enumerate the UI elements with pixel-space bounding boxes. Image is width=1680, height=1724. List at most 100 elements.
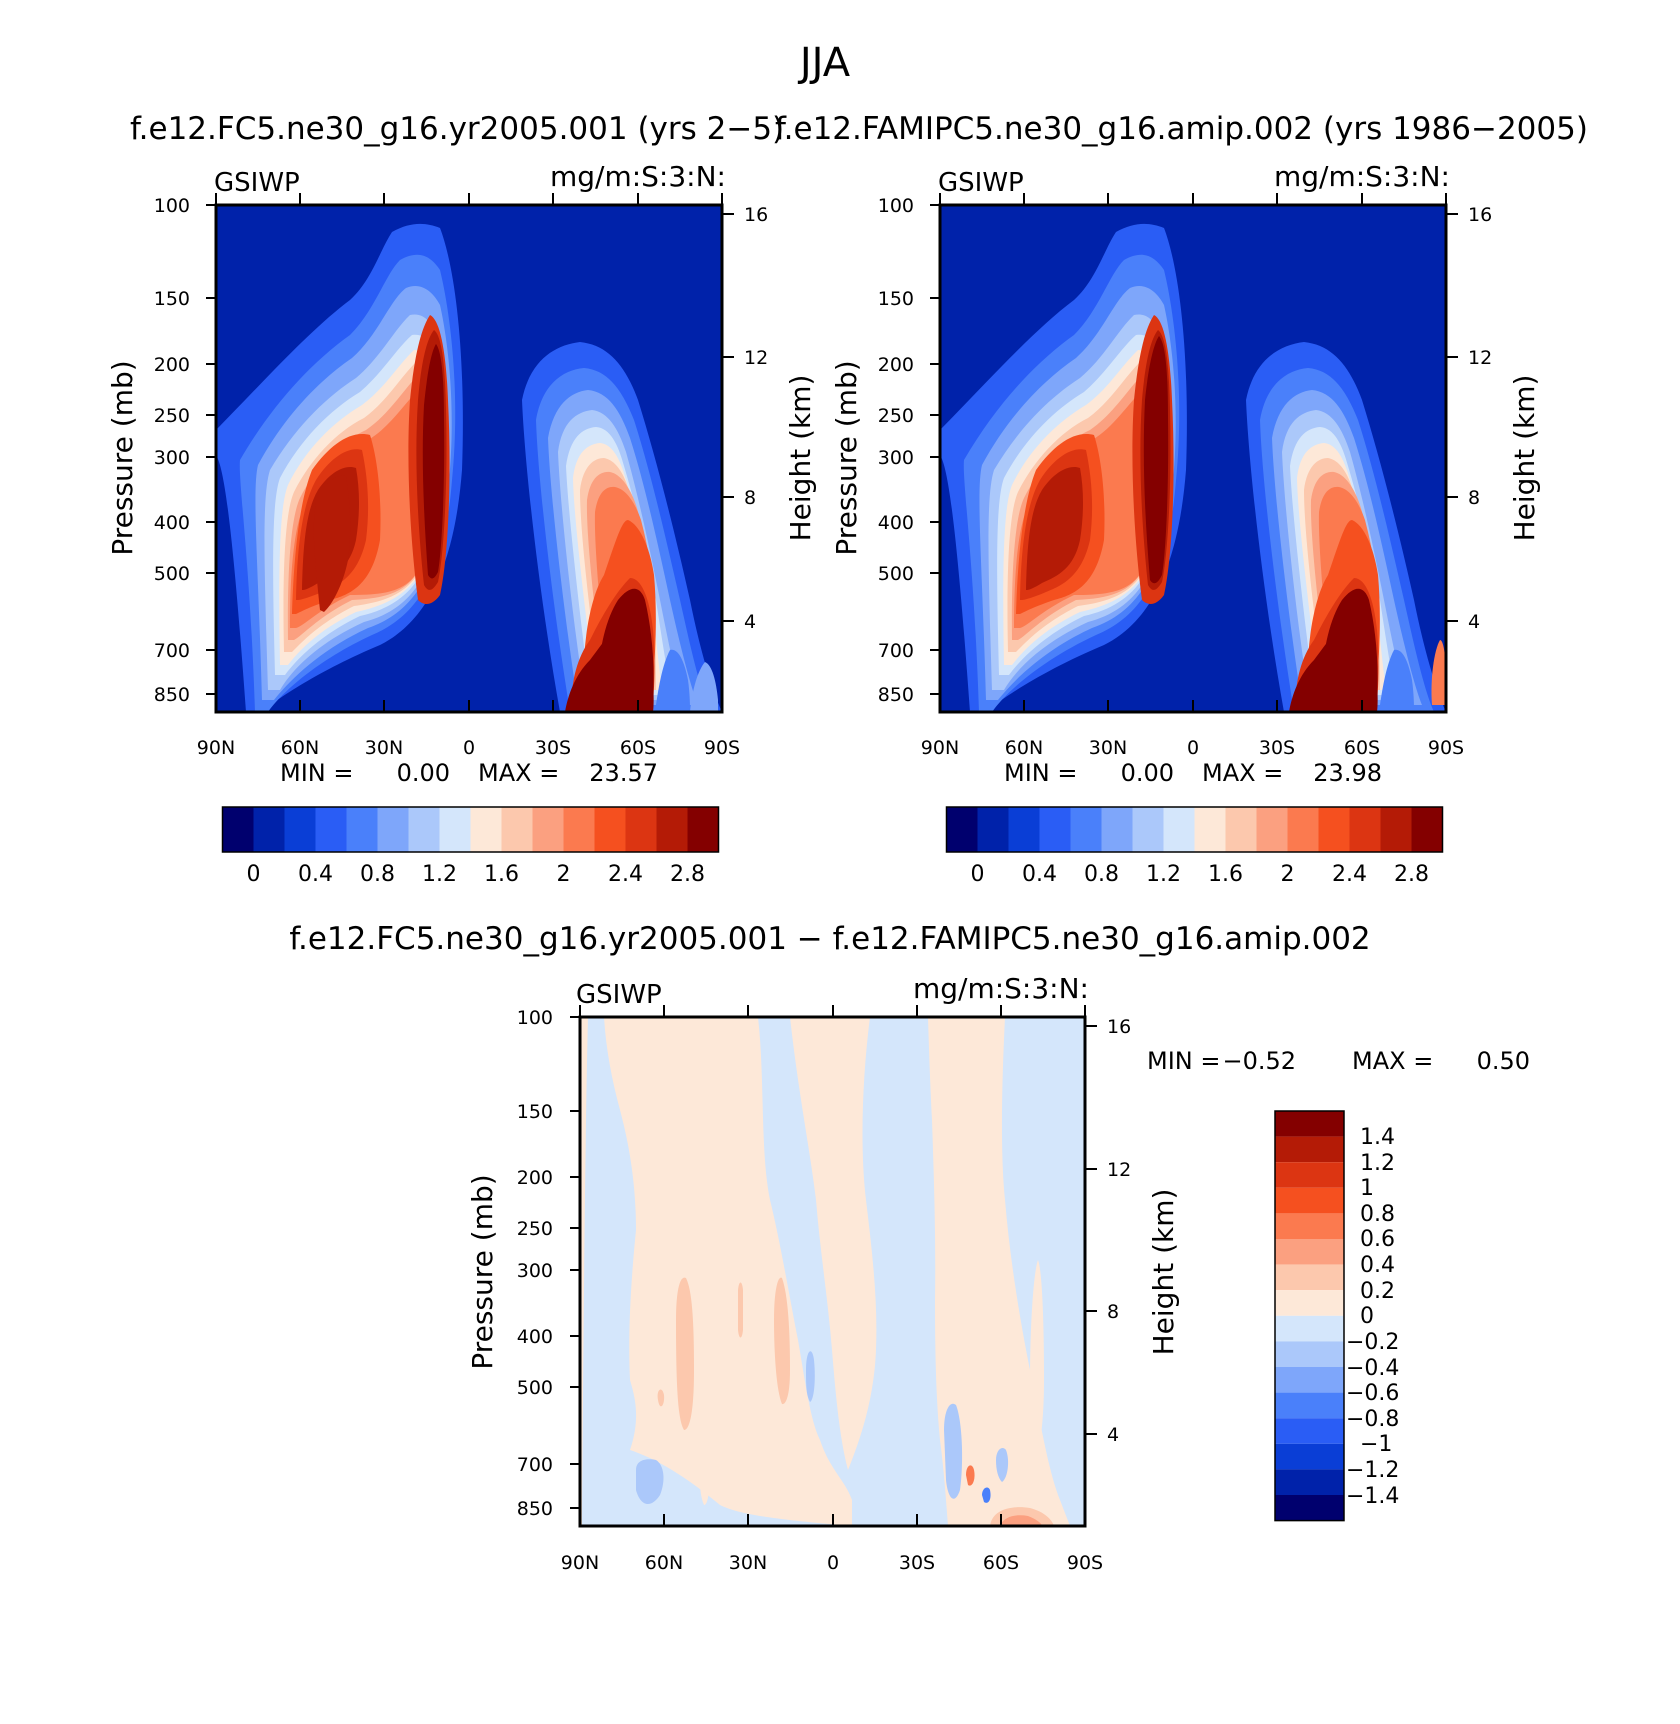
y-right-tick-label: 12 (1107, 1159, 1131, 1181)
x-tick-label: 60S (1344, 737, 1380, 759)
y-right-tick-label: 8 (1468, 487, 1480, 509)
nh-cloud-band (940, 223, 1187, 712)
contour-level (944, 1403, 963, 1499)
colorbar-swatch (1275, 1290, 1344, 1316)
colorbar-label: 1 (1360, 1176, 1374, 1201)
colorbar-swatch (1275, 1418, 1344, 1444)
colorbar-swatch (222, 807, 254, 852)
colorbar-label: 2.4 (608, 862, 643, 887)
panel-title: f.e12.FC5.ne30_g16.yr2005.001 (yrs 2−5) (130, 111, 784, 147)
x-tick-label: 0 (463, 737, 475, 759)
contour-level (740, 1452, 751, 1502)
y-tick-label: 400 (878, 512, 914, 534)
y-tick-label: 400 (517, 1326, 553, 1348)
y-tick-label: 200 (154, 354, 190, 376)
max-label: MAX = (1352, 1047, 1433, 1075)
y-right-tick-label: 16 (744, 204, 768, 226)
colorbar-swatch (1275, 1443, 1344, 1470)
min-label: MIN = (1004, 759, 1077, 787)
y-axis-label: Pressure (mb) (830, 360, 863, 555)
colorbar-swatch (1349, 807, 1381, 852)
y-tick-labels: 100 150 200 250 300 400 500 700 850 (517, 1007, 553, 1520)
colorbar-swatch (687, 807, 719, 852)
contour-field (216, 205, 722, 712)
panel-title: f.e12.FAMIPC5.ne30_g16.amip.002 (yrs 198… (775, 111, 1588, 147)
colorbar-label: −0.8 (1346, 1407, 1399, 1432)
colorbar-swatch (1039, 807, 1071, 852)
colorbar-swatch (1411, 807, 1443, 852)
x-tick-label: 30N (1089, 737, 1127, 759)
panel-title: f.e12.FC5.ne30_g16.yr2005.001 − f.e12.FA… (289, 921, 1370, 957)
contour-level (313, 475, 351, 612)
y-tick-label: 700 (154, 640, 190, 662)
y-tick-label: 250 (878, 405, 914, 427)
x-tick-label: 30N (365, 737, 403, 759)
contour-level (598, 588, 654, 700)
colorbar-label: 0.8 (360, 862, 395, 887)
colorbar-swatch (408, 807, 440, 852)
colorbar-swatch (1275, 1187, 1344, 1214)
y-tick-label: 850 (154, 684, 190, 706)
panel-left: f.e12.FC5.ne30_g16.yr2005.001 (yrs 2−5) … (106, 111, 817, 887)
colorbar-swatch (1380, 807, 1412, 852)
y-right-tick-labels: 16 12 8 4 (1468, 204, 1492, 633)
contour-level (806, 1351, 815, 1402)
field-label: GSIWP (214, 168, 300, 198)
contour-level (738, 1282, 743, 1338)
colorbar (945, 806, 1444, 853)
colorbar-label: 2.4 (1332, 862, 1367, 887)
colorbar-label: −0.2 (1346, 1330, 1399, 1355)
x-tick-marks (570, 1005, 1097, 1526)
y-tick-labels: 100 150 200 250 300 400 500 700 850 (878, 195, 914, 706)
colorbar-swatch (1070, 807, 1102, 852)
x-tick-label: 30N (729, 1552, 767, 1574)
colorbar-swatch (470, 807, 502, 852)
min-max-readout: MIN = −0.52 MAX = 0.50 (1147, 1047, 1530, 1075)
contour-level (790, 1017, 877, 1470)
min-label: MIN = (280, 759, 353, 787)
x-tick-label: 60S (983, 1552, 1019, 1574)
contour-level (966, 1465, 975, 1486)
nh-cloud-band (216, 223, 463, 712)
colorbar-swatch (1275, 1315, 1344, 1342)
x-tick-label: 60N (645, 1552, 683, 1574)
y-tick-label: 700 (517, 1454, 553, 1476)
y-axis-label: Pressure (mb) (466, 1174, 499, 1369)
colorbar-labels: 1.4 1.2 1 0.8 0.6 0.4 0.2 0 −0.2 −0.4 −0… (1346, 1125, 1399, 1509)
contour-level (1143, 336, 1169, 584)
y-right-tick-label: 12 (744, 347, 768, 369)
field-label: GSIWP (938, 168, 1024, 198)
y-tick-label: 200 (878, 354, 914, 376)
x-tick-label: 90S (704, 737, 740, 759)
x-tick-label: 30S (535, 737, 571, 759)
colorbar-swatch (253, 807, 285, 852)
colorbar-swatch (532, 807, 564, 852)
colorbar-label: 1.4 (1360, 1125, 1395, 1150)
y-tick-label: 250 (154, 405, 190, 427)
colorbar-label: 2 (1281, 862, 1295, 887)
y-right-tick-label: 8 (1107, 1301, 1119, 1323)
y-tick-label: 150 (878, 288, 914, 310)
contour-level (657, 1389, 665, 1407)
contour-level (1431, 640, 1446, 705)
panel-right: f.e12.FAMIPC5.ne30_g16.amip.002 (yrs 198… (775, 111, 1588, 887)
figure-title: JJA (797, 40, 851, 86)
y-tick-label: 100 (154, 195, 190, 217)
colorbar-label: 1.6 (484, 862, 519, 887)
colorbar-label: −1.4 (1346, 1484, 1399, 1509)
colorbar-swatch (1318, 807, 1350, 852)
contour-level (655, 649, 690, 712)
colorbar-label: 0 (971, 862, 985, 887)
colorbar-label: 1.6 (1208, 862, 1243, 887)
contour-level (700, 1471, 709, 1505)
max-label: MAX = (478, 759, 559, 787)
colorbar-frame (221, 806, 720, 853)
y-right-tick-label: 8 (744, 487, 756, 509)
colorbar-swatch (1256, 807, 1288, 852)
x-tick-label: 90S (1067, 1552, 1103, 1574)
y-tick-label: 700 (878, 640, 914, 662)
x-tick-label: 90N (921, 737, 959, 759)
x-tick-label: 30S (1259, 737, 1295, 759)
units-label: mg/m:S:3:N: (550, 160, 726, 193)
colorbar-swatch (501, 807, 533, 852)
